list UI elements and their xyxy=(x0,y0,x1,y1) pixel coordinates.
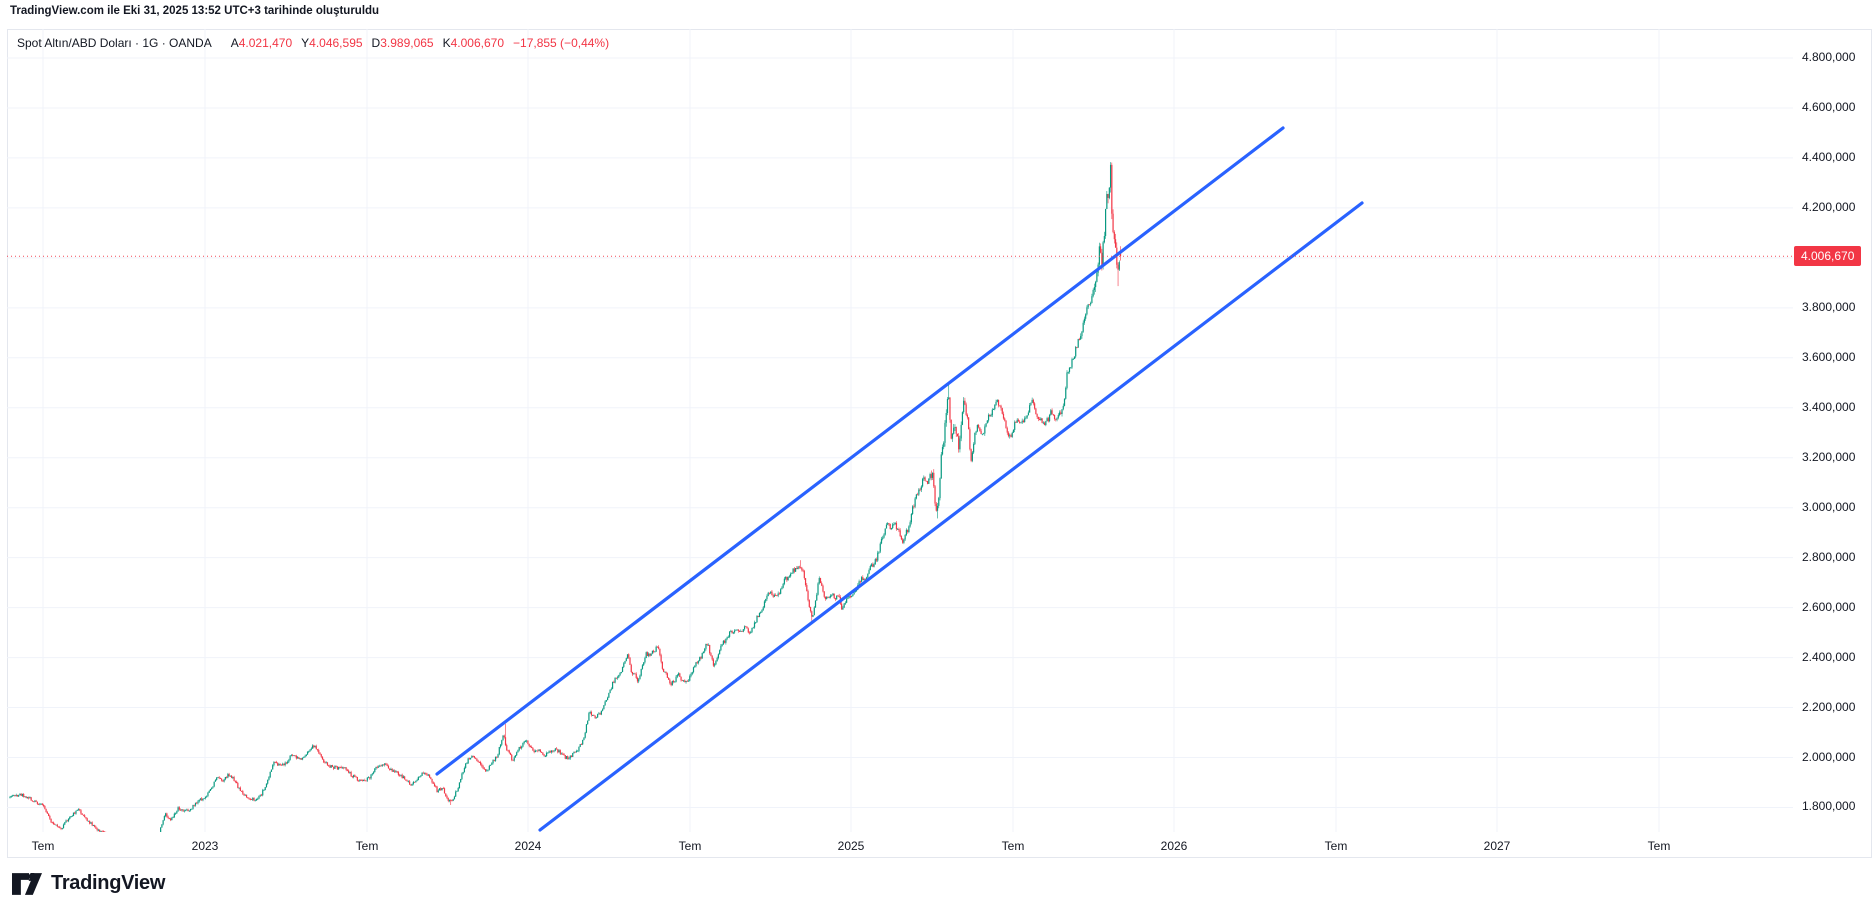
price-tick-label: 3.200,000 xyxy=(1802,449,1856,464)
time-tick-label: 2026 xyxy=(1160,839,1188,853)
price-tick-label: 3.000,000 xyxy=(1802,499,1856,514)
time-tick-label: Tem xyxy=(31,839,55,853)
attribution: TradingView.com ile Eki 31, 2025 13:52 U… xyxy=(10,5,380,17)
ohlc-value: 4.046,595 xyxy=(309,36,363,50)
time-tick-label: Tem xyxy=(1324,839,1348,853)
price-tick-label: 2.800,000 xyxy=(1802,549,1856,564)
price-tick-label: 1.800,000 xyxy=(1802,799,1856,814)
price-tick-label: 2.400,000 xyxy=(1802,649,1856,664)
price-tick-label: 3.400,000 xyxy=(1802,399,1856,414)
time-tick-label: Tem xyxy=(1647,839,1671,853)
tradingview-logo[interactable]: TradingView xyxy=(12,872,165,895)
tradingview-logo-text: TradingView xyxy=(51,872,166,894)
price-tick-label: 2.200,000 xyxy=(1802,699,1856,714)
time-tick-label: Tem xyxy=(1001,839,1025,853)
price-axis[interactable]: 4.800,000 4.600,000 4.400,000 4.200,000 3.80… xyxy=(1793,29,1874,858)
ohlc-key: K xyxy=(442,36,451,50)
time-tick-label: Tem xyxy=(678,839,702,853)
current-price-badge: 4.006,670 xyxy=(1794,246,1862,267)
time-tick-label: 2023 xyxy=(191,839,219,853)
ohlc-key: D xyxy=(371,36,381,50)
price-tick-label: 2.000,000 xyxy=(1802,749,1856,764)
time-tick-label: 2025 xyxy=(837,839,865,853)
ohlc-value: 3.989,065 xyxy=(380,36,434,50)
ohlc-value: 4.006,670 xyxy=(450,36,505,50)
symbol-title[interactable]: Spot Altın/ABD Doları · 1G · OANDA xyxy=(17,36,212,50)
price-tick-label: 2.600,000 xyxy=(1802,599,1856,614)
time-tick-label: 2027 xyxy=(1483,839,1511,853)
tradingview-logo-icon xyxy=(12,872,42,895)
symbol-legend: Spot Altın/ABD Doları · 1G · OANDA A4.021… xyxy=(17,36,609,50)
change-value: −17,855 (−0,44%) xyxy=(513,36,610,50)
time-tick-label: Tem xyxy=(355,839,379,853)
price-tick-label: 4.400,000 xyxy=(1802,149,1856,164)
ohlc-values: A4.021,470 Y4.046,595 D3.989,065 K4.006,670 xyxy=(222,36,504,50)
time-tick-label: 2024 xyxy=(514,839,542,853)
time-axis[interactable]: Tem 2023 Tem 2024 Tem 2025 Tem 2026 Tem 2027 Tem xyxy=(7,832,1793,858)
price-tick-label: 3.800,000 xyxy=(1802,299,1856,314)
ohlc-value: 4.021,470 xyxy=(238,36,293,50)
ohlc-key: Y xyxy=(301,36,310,50)
candlestick-series[interactable] xyxy=(7,29,1793,832)
price-tick-label: 4.200,000 xyxy=(1802,199,1856,214)
price-tick-label: 4.600,000 xyxy=(1802,99,1856,114)
price-tick-label: 4.800,000 xyxy=(1802,50,1856,64)
ohlc-key: A xyxy=(230,36,239,50)
price-tick-label: 3.600,000 xyxy=(1802,349,1856,364)
